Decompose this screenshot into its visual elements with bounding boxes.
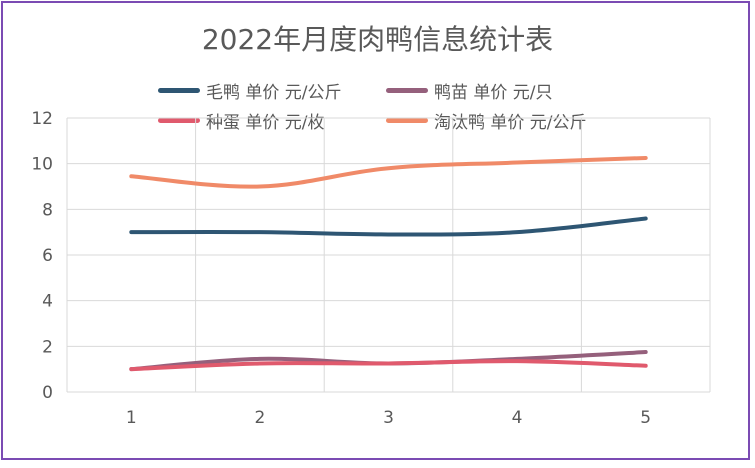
y-tick-label: 2 <box>42 337 53 357</box>
legend-swatch-zhongdan <box>158 118 200 123</box>
x-tick-label: 1 <box>126 408 137 428</box>
legend-item-yamiao: 鸭苗 单价 元/只 <box>386 78 553 103</box>
x-tick-label: 5 <box>640 408 651 428</box>
series-line-zhongdan <box>129 359 648 372</box>
y-tick-label: 8 <box>42 200 53 220</box>
series-line-maoya <box>129 216 648 237</box>
legend-label-yamiao: 鸭苗 单价 元/只 <box>434 83 553 103</box>
x-tick-label: 4 <box>512 408 523 428</box>
legend-swatch-yamiao <box>386 88 428 93</box>
series-line-taotaiya <box>129 155 648 189</box>
y-tick-label: 10 <box>31 155 53 175</box>
chart-frame <box>1 1 750 460</box>
legend-swatch-taotaiya <box>386 118 428 123</box>
y-tick-label: 4 <box>42 292 53 312</box>
x-tick-label: 3 <box>383 408 394 428</box>
y-tick-label: 12 <box>31 109 53 129</box>
legend-label-maoya: 毛鸭 单价 元/公斤 <box>206 83 342 103</box>
chart-title: 2022年月度肉鸭信息统计表 <box>201 23 554 56</box>
legend-item-maoya: 毛鸭 单价 元/公斤 <box>158 78 342 103</box>
x-tick-label: 2 <box>254 408 265 428</box>
y-tick-label: 6 <box>42 246 53 266</box>
legend-swatch-maoya <box>158 88 200 93</box>
y-tick-label: 0 <box>42 383 53 403</box>
